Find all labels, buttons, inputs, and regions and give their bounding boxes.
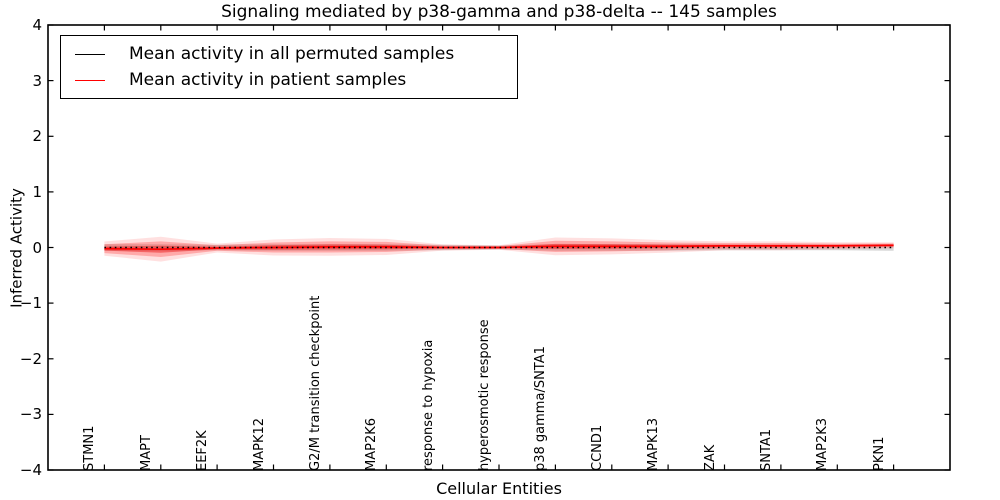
- x-tick-label: CCND1: [589, 424, 605, 471]
- x-tick-label: G2/M transition checkpoint: [307, 295, 323, 471]
- chart-title: Signaling mediated by p38-gamma and p38-…: [221, 2, 777, 22]
- legend: Mean activity in all permuted samples Me…: [60, 35, 518, 99]
- x-tick-label: hyperosmotic response: [477, 319, 492, 471]
- x-tick-label: STMN1: [82, 425, 98, 471]
- x-tick-label: MAPK13: [646, 417, 662, 471]
- y-tick-label: −1: [19, 294, 42, 313]
- legend-item: Mean activity in all permuted samples: [75, 41, 509, 67]
- x-tick-label: SNTA1: [758, 428, 774, 471]
- legend-label: Mean activity in all permuted samples: [129, 44, 455, 64]
- y-tick-label: 0: [32, 238, 42, 257]
- y-tick-label: −2: [19, 349, 42, 368]
- legend-item: Mean activity in patient samples: [75, 67, 509, 93]
- x-tick-label: response to hypoxia: [420, 339, 436, 471]
- x-tick-label: MAPT: [138, 435, 154, 471]
- legend-line-sample-permuted: [75, 53, 105, 55]
- y-tick-label: 4: [32, 16, 42, 34]
- legend-label: Mean activity in patient samples: [129, 70, 407, 90]
- x-axis-label: Cellular Entities: [436, 479, 562, 498]
- y-tick-label: −3: [19, 405, 42, 424]
- y-tick-label: 1: [32, 182, 42, 201]
- x-tick-label: p38 gamma/SNTA1: [533, 346, 549, 471]
- y-tick-label: −4: [19, 461, 42, 479]
- x-tick-label: EEF2K: [195, 430, 211, 471]
- legend-line-sample-patient: [75, 79, 105, 81]
- y-tick-label: 2: [32, 127, 42, 146]
- x-tick-label: MAPK12: [251, 417, 267, 471]
- x-tick-label: MAP2K3: [815, 417, 831, 471]
- x-tick-label: ZAK: [702, 444, 718, 471]
- x-tick-label: PKN1: [871, 436, 887, 471]
- x-tick-label: MAP2K6: [364, 417, 380, 471]
- y-tick-label: 3: [32, 71, 42, 90]
